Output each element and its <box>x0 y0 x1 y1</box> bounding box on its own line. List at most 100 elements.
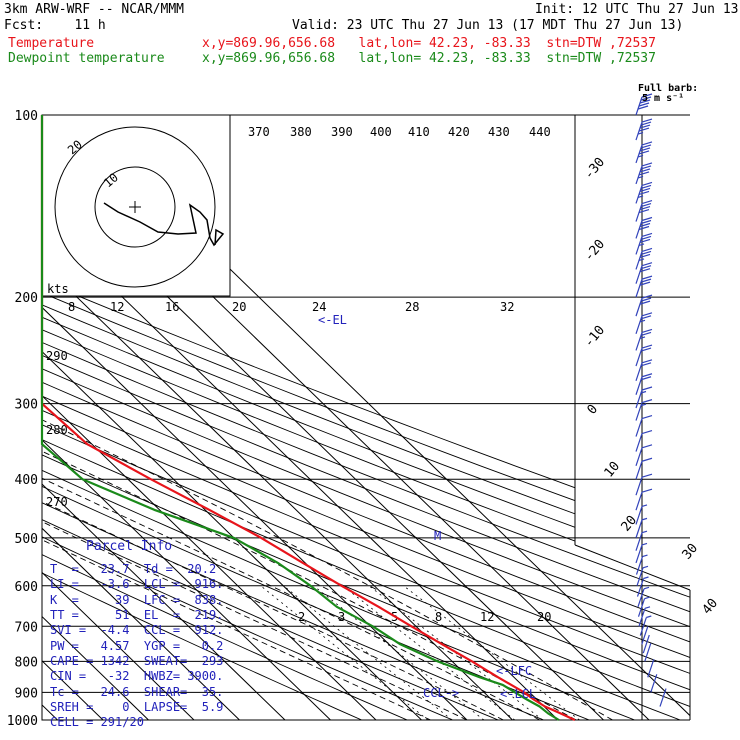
parcel-row: SREH = 0 LAPSE= 5.9 <box>50 700 224 714</box>
wind-barb-flag <box>641 232 653 237</box>
wind-barb-flag <box>639 222 651 228</box>
wind-barb-staff <box>635 418 643 437</box>
parcel-row: CIN = -32 HWBZ= 3900. <box>50 669 224 683</box>
wind-barb-staff <box>635 185 643 204</box>
pressure-tick-label: 500 <box>15 532 38 547</box>
wind-barb-half <box>637 154 644 158</box>
wind-barb-staff <box>635 389 643 409</box>
wind-barb-half <box>643 586 650 590</box>
wind-barb-half <box>637 195 644 198</box>
isotherm-line <box>42 115 240 720</box>
wind-barb-flag <box>639 147 651 152</box>
wind-barb-flag <box>641 414 653 420</box>
theta-label: 410 <box>408 125 430 139</box>
wind-barb-staff <box>635 96 643 116</box>
wind-barb-flag <box>640 278 652 283</box>
wind-barb-half <box>644 606 651 609</box>
pressure-tick-label: 900 <box>15 686 38 701</box>
el-label: <-EL <box>318 313 347 327</box>
mixing-ratio-label: 32 <box>500 300 514 314</box>
isotherm-label: 0 <box>585 402 602 418</box>
wind-barb-flag <box>640 96 652 101</box>
isotherm-line <box>42 115 559 720</box>
dewpoint-trace <box>40 115 560 721</box>
wind-barb-staff <box>635 519 643 539</box>
wind-barb-staff <box>635 236 643 255</box>
parcel-row: CAPE = 1342 SWEAT= 293 <box>50 654 224 668</box>
wind-barb-staff <box>647 659 655 678</box>
parcel-row: SVI = -4.4 CCL = 912. <box>50 623 224 637</box>
wind-barb-flag <box>639 187 651 192</box>
wind-barb-flag <box>640 315 652 320</box>
mixing-ratio-label: 20 <box>232 300 246 314</box>
wind-barb-staff <box>642 634 650 654</box>
dry-adiabat-line <box>42 115 690 720</box>
dry-adiabat-line <box>42 115 453 720</box>
wind-barb-half <box>642 554 648 558</box>
wind-barb-staff <box>635 532 643 551</box>
wind-barb-half <box>641 542 648 546</box>
hodograph-units-label: kts <box>47 282 69 296</box>
mixing-ratio-label: 2 <box>298 610 305 624</box>
pressure-tick-label: 300 <box>15 398 38 413</box>
wind-barb-flag <box>641 344 653 349</box>
wind-barb-flag <box>638 171 650 176</box>
wind-barb-staff <box>635 121 643 141</box>
dry-adiabat-line <box>42 115 690 720</box>
wind-barb-staff <box>637 588 645 608</box>
wind-barb-staff <box>635 144 643 164</box>
wind-barb-flag <box>639 124 651 129</box>
wind-barb-staff <box>635 492 643 511</box>
wind-barb-flag <box>640 219 652 225</box>
parcel-row: PW = 4.57 YGP = 0.2 <box>50 639 224 653</box>
dry-adiabat-line <box>42 115 690 720</box>
wind-barb-flag <box>641 118 653 123</box>
wind-barb-staff <box>635 297 643 317</box>
wind-barb-flag <box>641 473 653 478</box>
pressure-tick-label: 200 <box>15 291 38 306</box>
wind-barb-flag <box>641 312 653 317</box>
melting-level-label: M <box>434 529 441 543</box>
wind-barb-half <box>638 243 645 246</box>
wind-barb-flag <box>641 141 653 146</box>
wind-barb-flag <box>640 250 652 256</box>
dry-adiabat-line <box>42 115 362 720</box>
valid-time: Valid: 23 UTC Thu 27 Jun 13 (17 MDT Thu … <box>292 18 684 33</box>
wind-barb-flag <box>639 281 651 286</box>
wind-barb-half <box>643 576 649 580</box>
theta-label: 380 <box>290 125 312 139</box>
dry-adiabat-line <box>42 115 690 720</box>
hodograph-frame <box>41 114 231 297</box>
wind-barb-flag <box>640 265 652 270</box>
dry-adiabat-line <box>42 115 690 720</box>
pressure-tick-label: 600 <box>15 580 38 595</box>
wind-barb-flag <box>638 225 650 231</box>
wind-barb-staff <box>637 598 646 617</box>
wind-barb-flag <box>639 99 651 104</box>
isotherm-label: 40 <box>700 596 722 618</box>
wind-barb-staff <box>635 203 643 222</box>
wind-barb-flag <box>640 235 652 240</box>
isotherm-line <box>42 115 377 720</box>
theta-label: 270 <box>46 495 68 509</box>
wind-barb-flag <box>641 262 653 267</box>
mixing-ratio-label: 28 <box>405 300 419 314</box>
wind-barb-half <box>641 530 648 534</box>
hodograph-trace <box>103 202 225 247</box>
mixing-ratio-lines <box>260 585 580 720</box>
wind-barb-half <box>641 504 648 507</box>
isotherm-line <box>42 115 468 720</box>
dry-adiabat-line <box>42 115 408 720</box>
wind-barb-flag <box>639 268 651 273</box>
wind-barb-flag <box>641 199 653 205</box>
wind-barb-flag <box>640 144 652 149</box>
ccl-label: CCL-> <box>423 686 459 700</box>
forecast-hour: Fcst: 11 h <box>4 18 106 33</box>
lcl-label: <-LCL <box>500 687 536 701</box>
wind-barb-flag <box>639 253 651 259</box>
wind-barb-flag <box>640 121 652 126</box>
dry-adiabat-line <box>42 115 681 720</box>
wind-barb-staff <box>650 674 658 693</box>
isotherm-line <box>42 115 422 720</box>
parcel-row: TT = 51 EL = 219. <box>50 608 224 622</box>
